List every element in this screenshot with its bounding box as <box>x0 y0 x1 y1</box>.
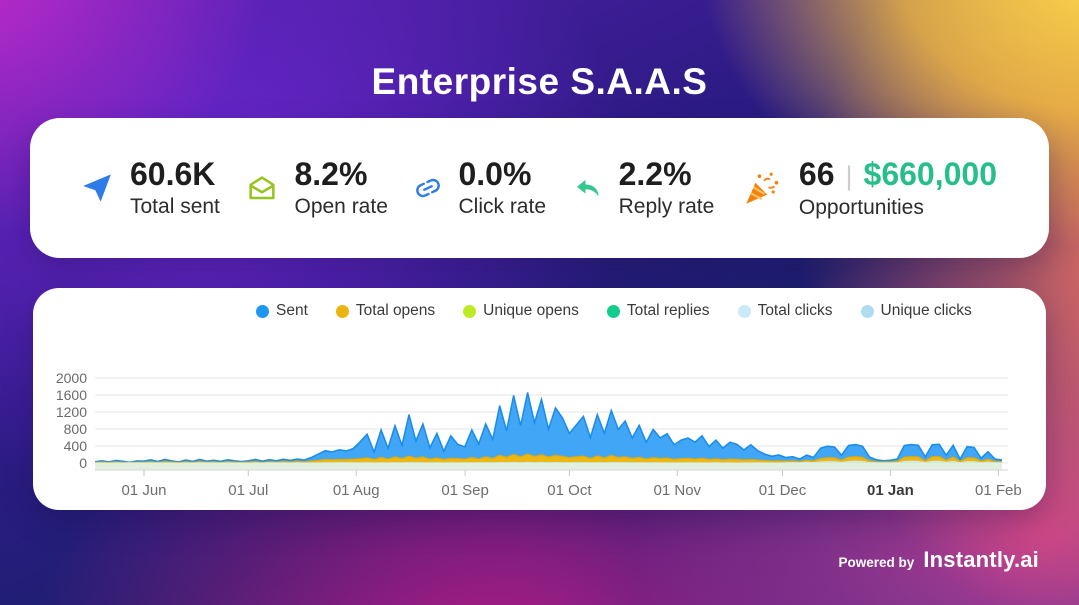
click-rate-label: Click rate <box>458 195 547 219</box>
legend-dot <box>256 304 269 318</box>
legend-label: Unique clicks <box>880 302 972 319</box>
paper-plane-icon <box>80 171 114 205</box>
chart-legend: Sent Total opens Unique opens Total replies… <box>256 302 972 320</box>
reply-rate-value: 2.2% <box>618 155 692 192</box>
legend-label: Total clicks <box>757 302 833 319</box>
link-icon <box>414 174 442 202</box>
legend-label: Unique opens <box>483 302 579 319</box>
svg-text:01 Dec: 01 Dec <box>759 482 807 499</box>
legend-dot <box>335 304 349 318</box>
svg-text:01 Jul: 01 Jul <box>228 482 268 499</box>
svg-text:01 Feb: 01 Feb <box>975 482 1022 499</box>
svg-text:800: 800 <box>64 421 88 437</box>
svg-text:01 Sep: 01 Sep <box>441 482 489 499</box>
svg-text:1600: 1600 <box>56 387 87 403</box>
click-rate-value: 0.0% <box>458 155 532 192</box>
svg-text:01 Aug: 01 Aug <box>333 482 380 499</box>
legend-dot <box>463 304 477 318</box>
envelope-open-icon <box>246 172 278 204</box>
footer-branding: Powered by Instantly.ai <box>839 547 1039 573</box>
open-rate-label: Open rate <box>294 195 388 219</box>
svg-text:0: 0 <box>79 455 87 471</box>
stat-total-sent: 60.6K Total sent <box>80 155 220 219</box>
legend-label: Total opens <box>355 302 436 319</box>
stats-card: 60.6K Total sent 8.2% Open rate 0.0% Cli… <box>30 118 1049 258</box>
opportunities-label: Opportunities <box>798 196 924 219</box>
legend-item-unique-clicks[interactable]: Unique clicks <box>860 302 972 320</box>
legend-label: Sent <box>276 302 308 319</box>
legend-dot <box>606 304 620 318</box>
instantly-logo: Instantly.ai <box>923 547 1039 572</box>
page-title: Enterprise S.A.A.S <box>371 60 708 102</box>
powered-by-text: Powered by <box>838 555 915 570</box>
opportunities-count: 66 <box>798 156 835 192</box>
total-sent-value: 60.6K <box>130 155 216 192</box>
svg-text:01 Jun: 01 Jun <box>121 482 166 499</box>
open-rate-value: 8.2% <box>294 155 368 192</box>
legend-label: Total replies <box>626 302 710 319</box>
stat-open-rate: 8.2% Open rate <box>246 155 388 219</box>
svg-text:01 Nov: 01 Nov <box>654 482 702 499</box>
reply-rate-label: Reply rate <box>618 195 715 219</box>
stat-click-rate: 0.0% Click rate <box>414 155 547 219</box>
stat-opportunities: 66 | $660,000 Opportunities <box>741 156 997 220</box>
opportunities-amount: $660,000 <box>863 156 997 192</box>
legend-item-total-replies[interactable]: Total replies <box>606 302 710 320</box>
chart-card: Sent Total opens Unique opens Total replies… <box>33 288 1046 510</box>
svg-text:01 Jan: 01 Jan <box>867 482 914 499</box>
stat-reply-rate: 2.2% Reply rate <box>573 155 715 219</box>
legend-item-total-opens[interactable]: Total opens <box>335 302 436 320</box>
svg-text:400: 400 <box>64 438 88 454</box>
legend-item-total-clicks[interactable]: Total clicks <box>737 302 833 320</box>
svg-text:2000: 2000 <box>56 370 87 386</box>
party-popper-icon <box>741 167 783 209</box>
opportunities-separator: | <box>845 161 853 191</box>
legend-item-unique-opens[interactable]: Unique opens <box>463 302 579 320</box>
reply-arrow-icon <box>573 173 603 203</box>
legend-dot <box>860 304 874 318</box>
legend-item-sent[interactable]: Sent <box>256 302 308 320</box>
total-sent-label: Total sent <box>130 195 220 219</box>
legend-dot <box>737 304 751 318</box>
svg-text:01 Oct: 01 Oct <box>547 482 592 499</box>
svg-text:1200: 1200 <box>56 404 87 420</box>
